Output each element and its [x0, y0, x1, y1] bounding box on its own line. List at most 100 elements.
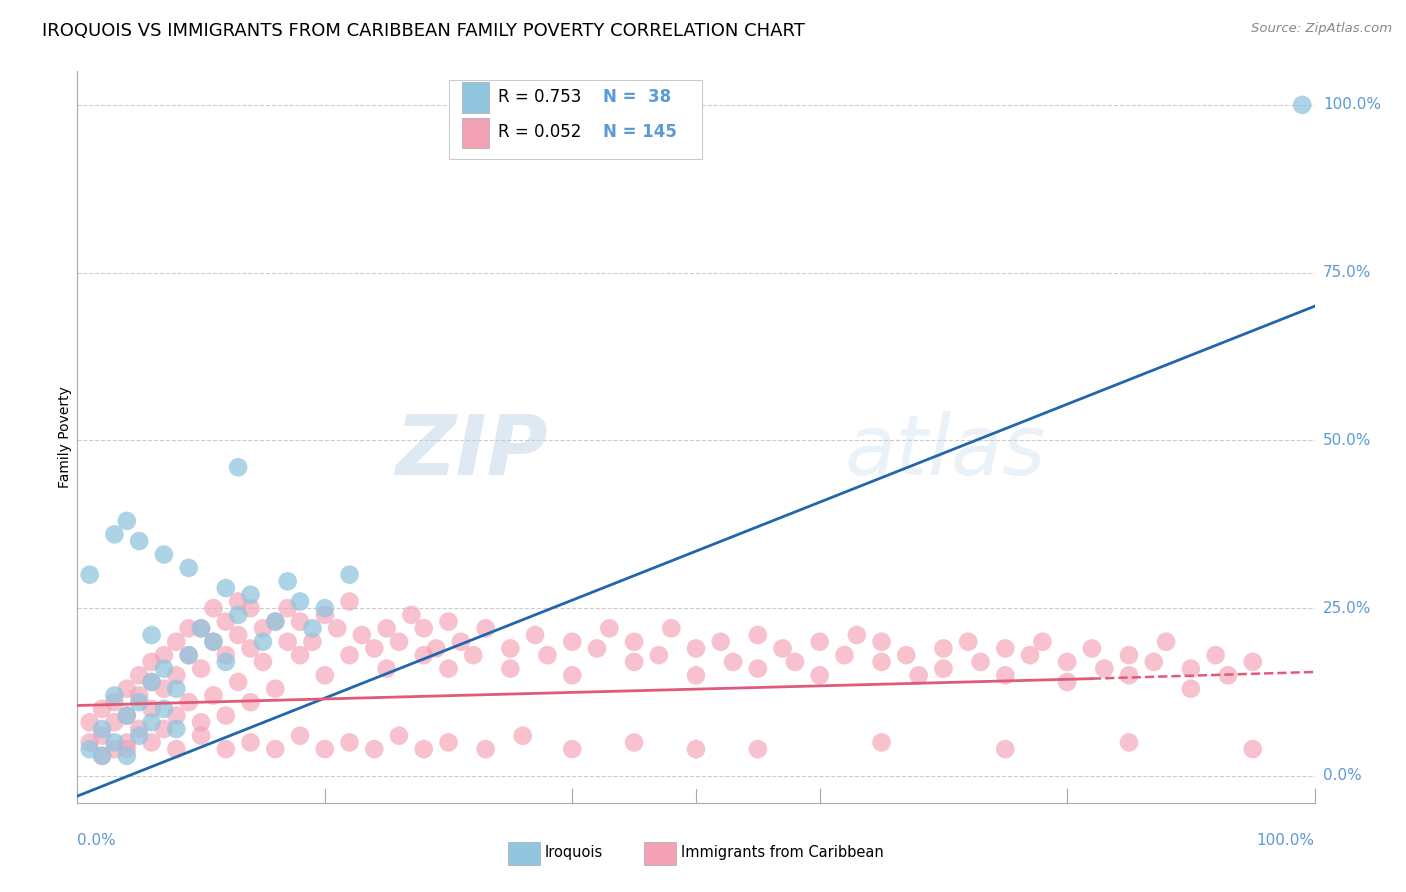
Point: [623, 634, 645, 648]
Point: [1154, 634, 1177, 648]
Point: [79, 742, 101, 756]
Point: [128, 668, 150, 682]
Point: [226, 675, 249, 690]
Text: 100.0%: 100.0%: [1323, 97, 1381, 112]
Point: [339, 567, 361, 582]
Point: [536, 648, 558, 662]
Text: 50.0%: 50.0%: [1323, 433, 1371, 448]
Point: [165, 742, 187, 756]
Point: [141, 715, 163, 730]
Point: [1118, 735, 1140, 749]
Point: [215, 655, 238, 669]
Point: [463, 648, 485, 662]
Point: [165, 634, 187, 648]
Point: [301, 634, 323, 648]
Point: [339, 648, 361, 662]
Point: [252, 621, 274, 635]
Point: [277, 574, 299, 589]
Point: [326, 621, 349, 635]
Point: [128, 722, 150, 736]
Point: [685, 641, 707, 656]
Point: [1118, 648, 1140, 662]
Point: [277, 601, 299, 615]
Text: Source: ZipAtlas.com: Source: ZipAtlas.com: [1251, 22, 1392, 36]
Point: [202, 601, 225, 615]
Point: [128, 729, 150, 743]
Point: [103, 715, 125, 730]
Point: [598, 621, 620, 635]
Point: [226, 607, 249, 622]
Point: [685, 668, 707, 682]
Point: [648, 648, 671, 662]
Point: [623, 735, 645, 749]
Point: [277, 634, 299, 648]
Text: 100.0%: 100.0%: [1257, 833, 1315, 848]
Point: [153, 548, 176, 562]
Point: [969, 655, 991, 669]
Point: [103, 527, 125, 541]
Point: [177, 648, 200, 662]
Point: [165, 668, 187, 682]
Point: [141, 675, 163, 690]
Point: [239, 695, 262, 709]
Point: [202, 689, 225, 703]
Point: [388, 634, 411, 648]
Point: [994, 742, 1017, 756]
Point: [783, 655, 806, 669]
Text: atlas: atlas: [845, 411, 1046, 492]
Point: [710, 634, 733, 648]
Text: N = 145: N = 145: [603, 123, 678, 142]
Point: [623, 655, 645, 669]
Point: [659, 621, 682, 635]
Point: [1216, 668, 1239, 682]
Point: [957, 634, 980, 648]
Point: [350, 628, 373, 642]
Point: [845, 628, 868, 642]
Point: [437, 662, 460, 676]
Point: [1291, 98, 1313, 112]
Point: [932, 662, 955, 676]
Point: [288, 615, 311, 629]
Point: [153, 722, 176, 736]
Point: [239, 735, 262, 749]
FancyBboxPatch shape: [644, 842, 676, 865]
Text: R = 0.052: R = 0.052: [498, 123, 581, 142]
Point: [1031, 634, 1053, 648]
Point: [79, 567, 101, 582]
Point: [907, 668, 929, 682]
FancyBboxPatch shape: [463, 82, 489, 112]
Point: [314, 607, 336, 622]
Point: [747, 742, 769, 756]
Point: [412, 621, 434, 635]
Text: 0.0%: 0.0%: [1323, 769, 1361, 783]
Point: [115, 748, 138, 763]
Text: R = 0.753: R = 0.753: [498, 87, 581, 105]
Point: [363, 641, 385, 656]
Point: [128, 534, 150, 549]
Point: [215, 615, 238, 629]
Point: [91, 702, 114, 716]
Point: [141, 628, 163, 642]
Point: [202, 634, 225, 648]
Point: [288, 729, 311, 743]
Point: [264, 742, 287, 756]
Point: [153, 648, 176, 662]
Point: [153, 702, 176, 716]
Point: [215, 742, 238, 756]
Point: [561, 742, 583, 756]
Point: [721, 655, 744, 669]
Point: [1019, 648, 1042, 662]
Point: [561, 668, 583, 682]
Point: [190, 729, 212, 743]
Point: [115, 708, 138, 723]
Point: [834, 648, 856, 662]
Point: [314, 742, 336, 756]
Point: [808, 634, 831, 648]
Point: [375, 662, 398, 676]
Point: [994, 668, 1017, 682]
Point: [177, 621, 200, 635]
Point: [561, 634, 583, 648]
Point: [190, 621, 212, 635]
Text: IROQUOIS VS IMMIGRANTS FROM CARIBBEAN FAMILY POVERTY CORRELATION CHART: IROQUOIS VS IMMIGRANTS FROM CARIBBEAN FA…: [42, 22, 806, 40]
Point: [363, 742, 385, 756]
